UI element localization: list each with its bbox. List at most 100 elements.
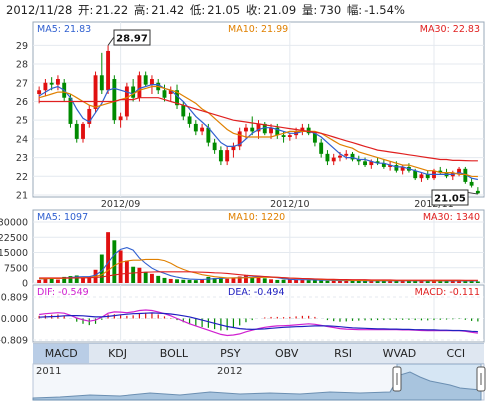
volume-bar [338, 280, 342, 283]
candle-body [212, 142, 217, 151]
macd-dif-label: DIF: -0.549 [37, 287, 89, 298]
volume-bar [124, 260, 129, 283]
candle-body [106, 50, 111, 91]
candle-body [375, 161, 380, 164]
volume-bar [250, 277, 255, 283]
candle-body [93, 75, 98, 109]
max-price-value: 28.97 [116, 34, 148, 45]
candle-body [331, 157, 336, 162]
quote-date: 2012/11/28 [6, 3, 73, 17]
candle-body [143, 75, 148, 85]
macd-dea-line [39, 312, 478, 333]
tab-kdj[interactable]: KDJ [108, 347, 128, 360]
max-price-callout: 28.97 [107, 29, 151, 46]
volume-bar [469, 280, 474, 283]
candle-body [244, 127, 248, 132]
volume-bar [256, 275, 261, 283]
volume-bar [306, 280, 311, 283]
range-navigator[interactable]: 2011 2012 [32, 363, 486, 401]
candle-body [275, 127, 280, 136]
volume-bar [118, 250, 123, 283]
candle-body [300, 127, 305, 132]
price-ma5-line [38, 84, 479, 181]
price-tick-label: 21 [16, 191, 28, 202]
volume-bar [350, 280, 355, 283]
volume-bar [187, 279, 192, 283]
macd-tick-label: -0.809 [0, 336, 28, 347]
candle-body [68, 97, 73, 124]
macd-tick-label: 0.809 [1, 293, 28, 304]
volume-bar [275, 279, 280, 283]
candle-body [381, 163, 386, 167]
change-label: 幅: [346, 3, 363, 17]
candle-body [325, 153, 330, 162]
volume-bar [375, 280, 380, 283]
volume-bar [43, 277, 48, 283]
high-label: 高: [133, 3, 150, 17]
volume-tick-label: 0 [22, 279, 28, 290]
volume-bar [193, 280, 198, 283]
high-value: 21.42 [151, 3, 185, 17]
volume-bar [131, 266, 136, 283]
candle-body [413, 170, 418, 179]
candle-body [131, 86, 136, 98]
tab-macd[interactable]: MACD [33, 344, 90, 363]
tab-rsi[interactable]: RSI [334, 347, 352, 360]
tab-obv[interactable]: OBV [274, 347, 299, 360]
candle-body [137, 75, 142, 98]
candle-body [394, 165, 399, 171]
candle-body [269, 127, 273, 134]
volume-bar [143, 271, 148, 283]
price-tick-label: 29 [16, 41, 28, 52]
close-label: 收: [245, 3, 262, 17]
volume-bar [106, 232, 111, 283]
candle-body [74, 123, 79, 139]
candle-body [237, 131, 242, 147]
low-label: 低: [189, 3, 206, 17]
date-tick-label: 2012/10 [270, 199, 309, 210]
change-value: -1.54% [364, 3, 405, 17]
candle-body [262, 123, 267, 134]
candle-body [55, 79, 60, 85]
candle-body [312, 133, 317, 143]
volume-bar [369, 280, 374, 283]
price-ma30-label: MA30: 22.83 [420, 24, 480, 35]
macd-tick-label: 0.000 [1, 314, 28, 325]
volume-bar [74, 275, 79, 283]
volume-bar [300, 279, 305, 283]
volume-bar [463, 280, 468, 283]
candle-body [218, 150, 223, 162]
candle-body [187, 116, 192, 124]
volume-tick-label: 30000 [0, 218, 28, 229]
volume-bar [475, 281, 480, 283]
volume-bar [218, 277, 223, 283]
volume-ma30-line [39, 271, 478, 281]
low-value: 21.05 [207, 3, 241, 17]
candle-body [287, 135, 292, 138]
navigator-mini-series [32, 371, 482, 401]
volume-bar [212, 278, 217, 283]
navigator-year-2011: 2011 [36, 366, 61, 377]
candle-body [356, 159, 361, 162]
candle-body [438, 170, 443, 173]
candle-body [231, 146, 236, 151]
tab-psy[interactable]: PSY [220, 347, 241, 360]
tab-cci[interactable]: CCI [446, 347, 466, 360]
volume-bar [425, 281, 430, 283]
volume-bar [381, 280, 386, 283]
volume-tick-label: 7500 [4, 263, 28, 274]
volume-bar [55, 279, 60, 283]
candle-body [193, 123, 198, 132]
tab-boll[interactable]: BOLL [159, 347, 189, 360]
navigator-year-2012: 2012 [217, 366, 242, 377]
volume-bar [444, 280, 449, 283]
volume-bar [49, 278, 54, 283]
candle-body [250, 127, 255, 132]
volume-bar [231, 277, 236, 283]
candle-body [181, 105, 186, 117]
volume-label: 量: [301, 3, 318, 17]
price-tick-label: 27 [16, 78, 28, 89]
volume-bar [331, 280, 336, 283]
tab-wvad[interactable]: WVAD [382, 347, 417, 360]
